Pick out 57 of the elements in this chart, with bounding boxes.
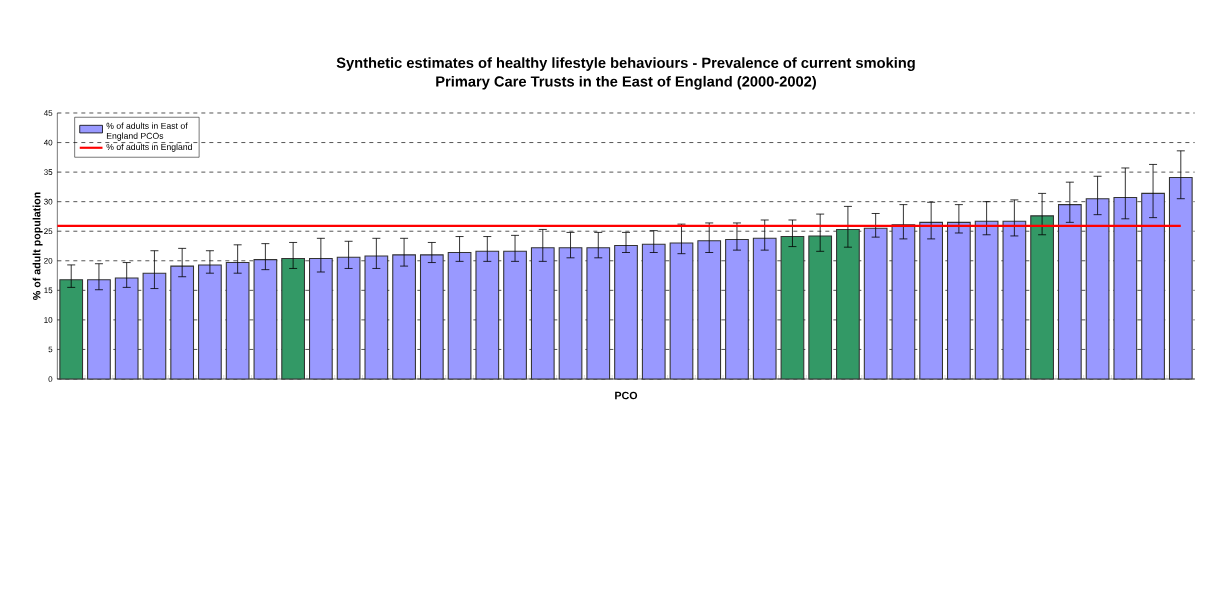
bar [503, 250, 527, 380]
y-tick-label: 40 [43, 139, 53, 146]
bar [530, 247, 555, 380]
bar [198, 264, 222, 380]
bar [669, 242, 694, 380]
bar [336, 256, 361, 380]
bar [752, 237, 777, 380]
y-tick-label: 20 [44, 257, 53, 264]
bar [281, 257, 305, 380]
x-axis-title: PCO [615, 391, 638, 400]
bar [586, 247, 611, 380]
y-tick-label: 30 [44, 198, 53, 205]
bar [974, 220, 999, 380]
bar [308, 257, 333, 380]
bar [641, 243, 666, 380]
bar [114, 277, 139, 380]
chart-title: Synthetic estimates of healthy lifestyle behaviours - Prevalence of current smoking [336, 57, 915, 71]
bar [1168, 176, 1193, 380]
bar [836, 228, 860, 380]
bar [1141, 192, 1165, 380]
bar [59, 279, 84, 380]
bar [170, 265, 195, 380]
bar [475, 250, 500, 380]
bar [614, 244, 638, 380]
legend-label: % of adults in England [106, 143, 192, 152]
bar [891, 224, 916, 380]
y-axis-title: % of adult population [32, 192, 43, 300]
bar [253, 259, 278, 380]
y-tick-label: 45 [43, 110, 53, 116]
y-tick-label: 15 [44, 287, 53, 294]
bar [780, 236, 805, 380]
legend-label: % of adults in East of England PCOs [106, 122, 188, 141]
bar [142, 272, 167, 380]
bar [1002, 220, 1027, 380]
y-tick-label: 25 [44, 228, 53, 235]
chart-subtitle: Primary Care Trusts in the East of England (2000-2002) [436, 75, 816, 90]
y-tick-label: 0 [48, 376, 53, 382]
bar [1057, 204, 1082, 380]
y-tick-label: 5 [48, 346, 53, 353]
bar [1085, 198, 1110, 380]
bar [392, 254, 416, 380]
bar [225, 262, 250, 380]
bar [808, 235, 833, 380]
bar [1113, 196, 1138, 380]
bar [725, 238, 749, 380]
bar [1030, 215, 1054, 380]
bar [558, 247, 583, 380]
bar [447, 251, 472, 380]
y-tick-label: 35 [44, 169, 53, 175]
bar [947, 221, 971, 380]
bar [919, 221, 944, 380]
bar [863, 227, 888, 380]
bar [87, 279, 111, 380]
bar [364, 255, 389, 380]
y-tick-label: 10 [44, 317, 53, 323]
bar [419, 254, 444, 380]
bar [697, 240, 722, 380]
